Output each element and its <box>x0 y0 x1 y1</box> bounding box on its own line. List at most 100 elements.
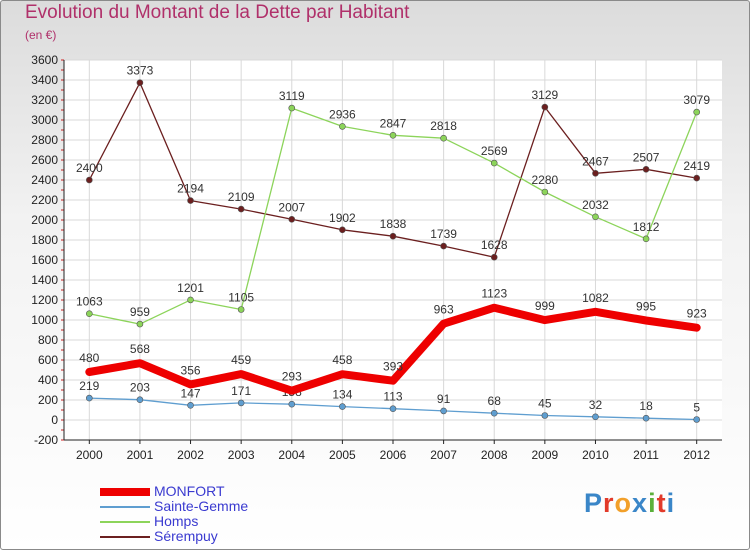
data-point-homps <box>237 306 245 313</box>
logo-letter: x <box>632 488 649 518</box>
data-label-monfort: 568 <box>130 342 150 356</box>
y-tick-label: 2600 <box>31 153 58 167</box>
logo-letter: i <box>666 488 676 518</box>
legend-label: Sainte-Gemme <box>154 498 249 514</box>
data-label-homps: 1812 <box>633 220 660 234</box>
y-tick-label: 1400 <box>31 273 58 287</box>
data-label-homps: 1105 <box>228 291 254 305</box>
x-tick-label: 2003 <box>228 448 255 462</box>
data-point-homps <box>136 320 144 328</box>
data-point-homps <box>288 104 296 112</box>
x-tick-label: 2011 <box>633 448 659 462</box>
data-point-sainte-gemme <box>693 416 700 423</box>
data-point-homps <box>86 310 93 318</box>
y-tick-label: 2200 <box>31 193 58 207</box>
x-tick-label: 2009 <box>531 448 558 462</box>
data-point-s-rempuy <box>237 205 245 213</box>
y-tick-label: 800 <box>38 333 58 347</box>
data-point-homps <box>642 235 650 243</box>
data-point-s-rempuy <box>136 79 144 86</box>
data-point-homps <box>339 123 346 130</box>
data-label-s-rempuy: 2007 <box>278 200 305 214</box>
y-tick-label: 1800 <box>31 233 58 247</box>
data-label-homps: 2818 <box>430 119 457 133</box>
logo-letter: r <box>603 488 615 518</box>
legend-label: Sérempuy <box>154 528 218 544</box>
data-label-sainte-gemme: 5 <box>693 401 700 415</box>
data-label-sainte-gemme: 91 <box>437 392 451 406</box>
x-tick-label: 2001 <box>127 448 154 462</box>
proxiti-logo: Proxiti <box>584 488 675 519</box>
data-point-sainte-gemme <box>440 407 447 415</box>
y-tick-label: 2400 <box>31 173 58 187</box>
data-point-s-rempuy <box>288 216 296 223</box>
data-point-sainte-gemme <box>642 414 650 422</box>
data-label-s-rempuy: 1902 <box>329 211 356 225</box>
data-point-homps <box>389 132 397 139</box>
data-point-sainte-gemme <box>389 405 397 413</box>
data-label-s-rempuy: 3129 <box>531 88 558 102</box>
y-tick-label: 1600 <box>31 253 58 267</box>
legend-label: Homps <box>154 513 199 529</box>
data-point-homps <box>490 159 498 167</box>
data-label-homps: 3119 <box>279 89 305 103</box>
data-label-homps: 2280 <box>531 173 558 187</box>
data-label-sainte-gemme: 219 <box>79 379 99 393</box>
x-tick-label: 2000 <box>76 448 103 462</box>
x-tick-label: 2005 <box>329 448 356 462</box>
logo-letter: P <box>584 488 604 518</box>
data-label-s-rempuy: 1628 <box>481 238 508 252</box>
data-label-s-rempuy: 1739 <box>430 227 457 241</box>
data-point-s-rempuy <box>592 170 599 177</box>
data-point-s-rempuy <box>187 197 194 204</box>
legend-swatch <box>100 521 150 523</box>
data-label-homps: 1201 <box>177 281 204 295</box>
data-label-s-rempuy: 2109 <box>228 190 255 204</box>
data-point-sainte-gemme <box>136 396 144 404</box>
legend-swatch <box>100 536 150 538</box>
data-point-sainte-gemme <box>592 413 599 421</box>
data-label-sainte-gemme: 45 <box>538 397 552 411</box>
data-label-monfort: 999 <box>535 299 555 313</box>
legend-label: MONFORT <box>154 483 225 499</box>
data-label-s-rempuy: 1838 <box>380 217 407 231</box>
y-tick-label: 3000 <box>31 113 58 127</box>
y-tick-label: 3200 <box>31 93 58 107</box>
data-label-homps: 2936 <box>329 107 356 121</box>
logo-letter: i <box>648 488 657 518</box>
y-tick-label: 1200 <box>31 293 58 307</box>
data-label-sainte-gemme: 68 <box>488 394 502 408</box>
data-point-homps <box>541 188 549 196</box>
data-point-sainte-gemme <box>187 401 194 409</box>
x-tick-label: 2010 <box>582 448 609 462</box>
data-label-s-rempuy: 2467 <box>582 154 609 168</box>
data-point-sainte-gemme <box>541 412 549 419</box>
data-label-s-rempuy: 3373 <box>127 64 154 78</box>
data-label-s-rempuy: 2400 <box>76 161 103 175</box>
y-tick-label: 3400 <box>31 73 58 87</box>
x-tick-label: 2007 <box>430 448 457 462</box>
logo-letter: t <box>656 488 667 518</box>
data-label-s-rempuy: 2419 <box>683 159 710 173</box>
data-point-s-rempuy <box>339 226 346 234</box>
data-point-sainte-gemme <box>237 399 245 407</box>
data-point-sainte-gemme <box>490 409 498 417</box>
data-point-s-rempuy <box>490 253 498 261</box>
data-label-s-rempuy: 2507 <box>633 150 660 164</box>
legend-swatch <box>100 506 150 508</box>
data-label-homps: 2569 <box>481 144 508 158</box>
y-tick-label: 2000 <box>31 213 58 227</box>
data-label-monfort: 458 <box>332 353 352 367</box>
data-point-homps <box>592 213 599 221</box>
data-point-homps <box>187 296 194 304</box>
x-tick-label: 2012 <box>683 448 710 462</box>
data-label-monfort: 393 <box>383 360 403 374</box>
y-tick-label: 200 <box>38 393 58 407</box>
data-label-monfort: 480 <box>79 351 99 365</box>
series-line-monfort <box>85 303 701 395</box>
data-label-homps: 959 <box>130 305 150 319</box>
data-point-s-rempuy <box>86 176 93 184</box>
data-point-s-rempuy <box>693 174 700 182</box>
data-point-homps <box>440 134 447 142</box>
